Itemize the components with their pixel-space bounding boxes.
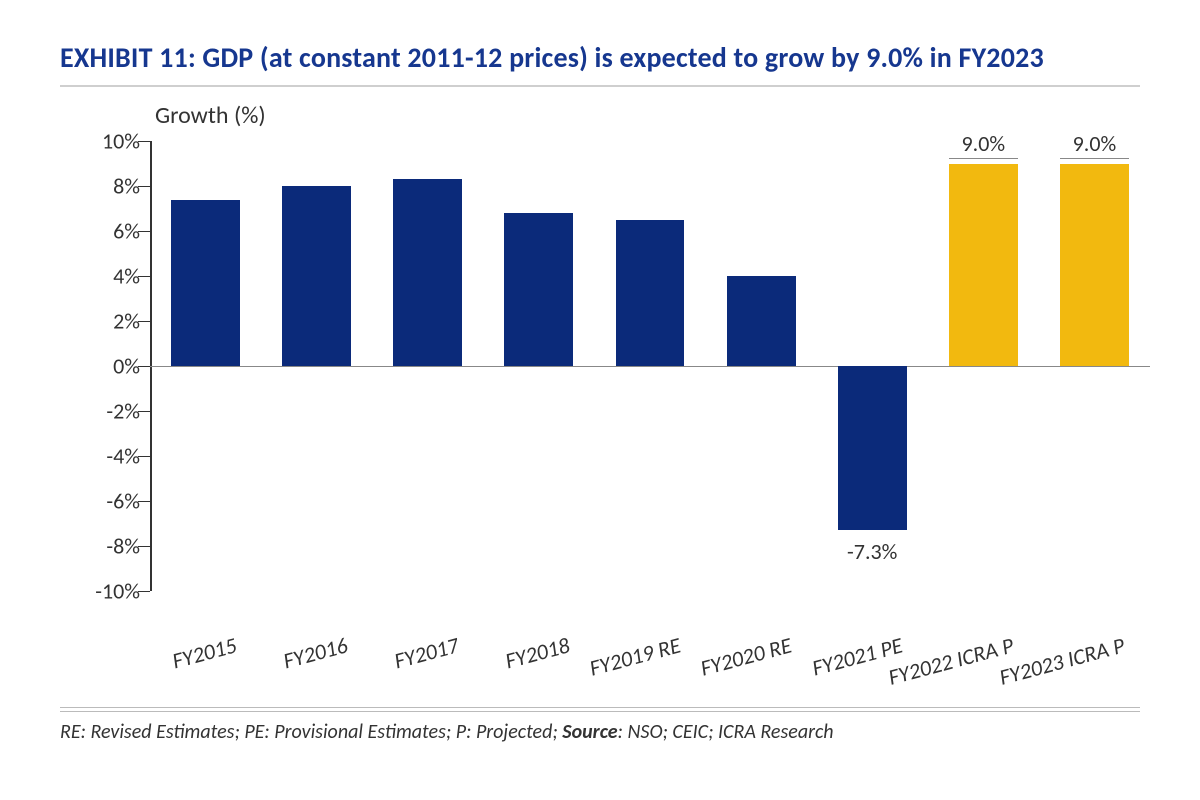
y-axis-title: Growth (%) bbox=[155, 101, 266, 130]
bar-value-label: 9.0% bbox=[1073, 130, 1117, 157]
bar bbox=[616, 220, 685, 366]
bar bbox=[393, 179, 462, 366]
bar bbox=[838, 366, 907, 530]
footnote-source: : NSO; CEIC; ICRA Research bbox=[618, 720, 834, 744]
y-tick-label: 6% bbox=[70, 218, 140, 245]
footnote-divider bbox=[60, 707, 1140, 712]
y-tick-label: 10% bbox=[70, 128, 140, 155]
bar bbox=[504, 213, 573, 366]
y-tick-label: 2% bbox=[70, 308, 140, 335]
bar bbox=[1060, 164, 1129, 367]
footnote-text: RE: Revised Estimates; PE: Provisional E… bbox=[60, 720, 1140, 744]
y-tick-label: -6% bbox=[70, 488, 140, 515]
chart-container: Growth (%) 10% 8% 6% 4% 2% 0% -2% -4% -6% -8% -10%… bbox=[60, 97, 1140, 697]
y-tick-label: -2% bbox=[70, 398, 140, 425]
bar bbox=[949, 164, 1018, 367]
footnote-defs: RE: Revised Estimates; PE: Provisional E… bbox=[60, 720, 562, 744]
y-tick-label: -4% bbox=[70, 443, 140, 470]
y-tick-label: 4% bbox=[70, 263, 140, 290]
y-tick-label: -8% bbox=[70, 533, 140, 560]
y-tick-label: 0% bbox=[70, 353, 140, 380]
footnote-source-label: Source bbox=[562, 720, 617, 744]
chart-title: EXHIBIT 11: GDP (at constant 2011-12 pri… bbox=[60, 40, 1140, 87]
y-tick-label: -10% bbox=[70, 578, 140, 605]
plot-area: 10%8%6%4%2%0%-2%-4%-6%-8%-10%-7.3%9.0%9.… bbox=[150, 141, 1150, 591]
bar-value-label: 9.0% bbox=[962, 130, 1006, 157]
bar-value-label: -7.3% bbox=[847, 538, 897, 565]
bar bbox=[282, 186, 351, 366]
bar bbox=[171, 200, 240, 367]
y-tick-label: 8% bbox=[70, 173, 140, 200]
bar bbox=[727, 276, 796, 366]
x-axis-labels: FY2015FY2016FY2017FY2018FY2019 REFY2020 … bbox=[150, 601, 1150, 721]
